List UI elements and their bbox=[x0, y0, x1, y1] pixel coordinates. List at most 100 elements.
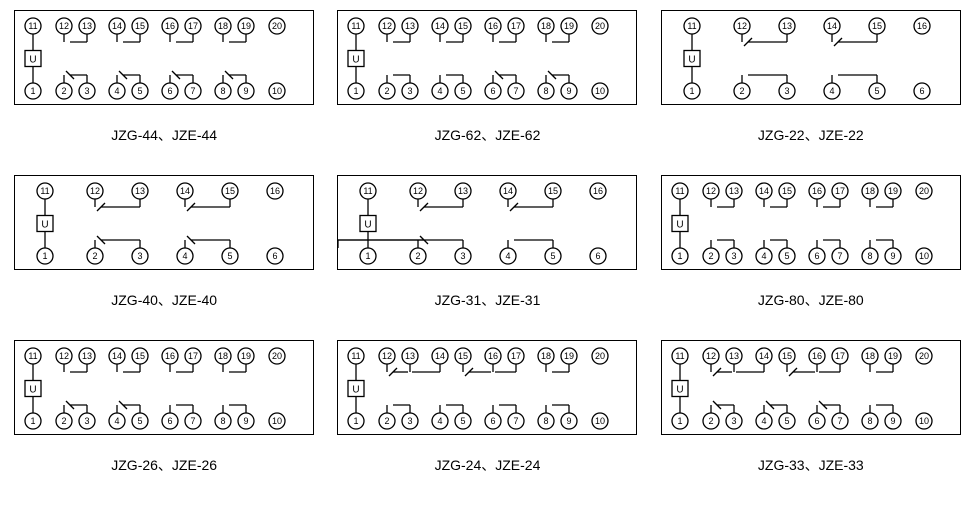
svg-text:6: 6 bbox=[814, 251, 819, 261]
svg-text:2: 2 bbox=[739, 86, 744, 96]
svg-text:6: 6 bbox=[919, 86, 924, 96]
svg-text:U: U bbox=[353, 55, 360, 66]
svg-text:20: 20 bbox=[919, 351, 929, 361]
svg-text:3: 3 bbox=[85, 416, 90, 426]
svg-text:1: 1 bbox=[677, 416, 682, 426]
relay-panel: 1112131415161718192012345678910U bbox=[337, 340, 637, 435]
svg-text:6: 6 bbox=[273, 251, 278, 261]
svg-text:7: 7 bbox=[837, 416, 842, 426]
svg-text:2: 2 bbox=[385, 86, 390, 96]
svg-text:9: 9 bbox=[890, 251, 895, 261]
svg-text:11: 11 bbox=[352, 21, 361, 31]
svg-text:19: 19 bbox=[888, 186, 898, 196]
svg-text:2: 2 bbox=[385, 416, 390, 426]
svg-text:16: 16 bbox=[917, 21, 927, 31]
svg-text:12: 12 bbox=[706, 351, 716, 361]
svg-text:11: 11 bbox=[675, 186, 684, 196]
svg-text:8: 8 bbox=[544, 86, 549, 96]
relay-panel-cell: 111213141516123456UJZG-22、JZE-22 bbox=[657, 10, 965, 175]
svg-text:20: 20 bbox=[919, 186, 929, 196]
panel-caption: JZG-24、JZE-24 bbox=[435, 455, 541, 475]
svg-text:3: 3 bbox=[85, 86, 90, 96]
svg-text:17: 17 bbox=[835, 351, 845, 361]
svg-text:7: 7 bbox=[514, 416, 519, 426]
svg-text:U: U bbox=[353, 385, 360, 396]
relay-panel: 111213141516123456U bbox=[14, 175, 314, 270]
svg-text:7: 7 bbox=[191, 86, 196, 96]
svg-text:1: 1 bbox=[354, 86, 359, 96]
panel-caption: JZG-33、JZE-33 bbox=[758, 455, 864, 475]
svg-text:15: 15 bbox=[458, 351, 468, 361]
svg-text:2: 2 bbox=[708, 251, 713, 261]
relay-panel-cell: 1112131415161718192012345678910UJZG-33、J… bbox=[657, 340, 965, 505]
svg-text:14: 14 bbox=[112, 351, 122, 361]
svg-text:19: 19 bbox=[564, 351, 574, 361]
svg-text:12: 12 bbox=[382, 351, 392, 361]
svg-text:15: 15 bbox=[782, 186, 792, 196]
svg-text:4: 4 bbox=[438, 416, 443, 426]
svg-text:8: 8 bbox=[867, 416, 872, 426]
svg-text:10: 10 bbox=[919, 416, 929, 426]
svg-text:18: 18 bbox=[541, 351, 551, 361]
relay-panel-cell: 1112131415161718192012345678910UJZG-26、J… bbox=[10, 340, 318, 505]
svg-text:17: 17 bbox=[511, 351, 521, 361]
svg-text:6: 6 bbox=[814, 416, 819, 426]
svg-text:15: 15 bbox=[135, 21, 145, 31]
svg-text:10: 10 bbox=[272, 86, 282, 96]
relay-panel: 1112131415161718192012345678910U bbox=[14, 340, 314, 435]
svg-text:13: 13 bbox=[458, 186, 468, 196]
svg-text:14: 14 bbox=[180, 186, 190, 196]
relay-panel-cell: 1112131415161718192012345678910UJZG-44、J… bbox=[10, 10, 318, 175]
relay-wiring-grid: 1112131415161718192012345678910UJZG-44、J… bbox=[10, 10, 965, 505]
svg-text:5: 5 bbox=[461, 416, 466, 426]
svg-text:6: 6 bbox=[491, 86, 496, 96]
svg-text:4: 4 bbox=[506, 251, 511, 261]
svg-text:5: 5 bbox=[874, 86, 879, 96]
svg-text:2: 2 bbox=[416, 251, 421, 261]
svg-text:10: 10 bbox=[595, 416, 605, 426]
svg-text:12: 12 bbox=[413, 186, 423, 196]
svg-text:11: 11 bbox=[352, 351, 361, 361]
svg-text:U: U bbox=[30, 55, 37, 66]
svg-text:13: 13 bbox=[729, 351, 739, 361]
svg-text:U: U bbox=[688, 55, 695, 66]
svg-text:5: 5 bbox=[784, 416, 789, 426]
svg-text:14: 14 bbox=[503, 186, 513, 196]
svg-text:1: 1 bbox=[31, 416, 36, 426]
svg-text:17: 17 bbox=[188, 351, 198, 361]
svg-text:2: 2 bbox=[708, 416, 713, 426]
svg-text:14: 14 bbox=[827, 21, 837, 31]
svg-text:U: U bbox=[676, 385, 683, 396]
svg-text:16: 16 bbox=[812, 351, 822, 361]
svg-text:19: 19 bbox=[888, 351, 898, 361]
panel-caption: JZG-80、JZE-80 bbox=[758, 290, 864, 310]
svg-text:8: 8 bbox=[221, 86, 226, 96]
svg-text:3: 3 bbox=[784, 86, 789, 96]
svg-text:1: 1 bbox=[354, 416, 359, 426]
svg-text:5: 5 bbox=[461, 86, 466, 96]
relay-panel: 1112131415161718192012345678910U bbox=[661, 340, 961, 435]
svg-text:20: 20 bbox=[272, 351, 282, 361]
svg-text:15: 15 bbox=[782, 351, 792, 361]
svg-text:15: 15 bbox=[225, 186, 235, 196]
svg-text:5: 5 bbox=[551, 251, 556, 261]
panel-caption: JZG-26、JZE-26 bbox=[111, 455, 217, 475]
svg-text:7: 7 bbox=[837, 251, 842, 261]
svg-text:3: 3 bbox=[138, 251, 143, 261]
svg-text:18: 18 bbox=[218, 21, 228, 31]
svg-text:16: 16 bbox=[270, 186, 280, 196]
svg-text:11: 11 bbox=[40, 186, 49, 196]
svg-text:4: 4 bbox=[115, 416, 120, 426]
svg-text:11: 11 bbox=[675, 351, 684, 361]
svg-text:2: 2 bbox=[62, 86, 67, 96]
panel-caption: JZG-62、JZE-62 bbox=[435, 125, 541, 145]
svg-text:12: 12 bbox=[737, 21, 747, 31]
svg-text:9: 9 bbox=[567, 86, 572, 96]
svg-text:6: 6 bbox=[491, 416, 496, 426]
svg-text:12: 12 bbox=[90, 186, 100, 196]
svg-text:14: 14 bbox=[435, 21, 445, 31]
svg-text:3: 3 bbox=[408, 86, 413, 96]
svg-text:13: 13 bbox=[782, 21, 792, 31]
svg-text:13: 13 bbox=[82, 351, 92, 361]
svg-text:11: 11 bbox=[28, 21, 37, 31]
